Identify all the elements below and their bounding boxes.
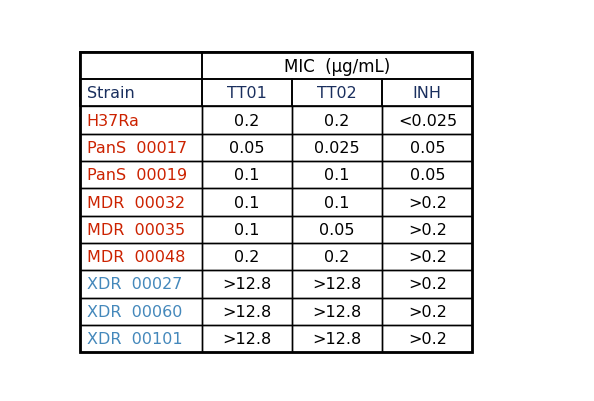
Text: <0.025: <0.025 bbox=[398, 113, 457, 128]
Bar bbox=[202, 134, 292, 162]
Text: 0.2: 0.2 bbox=[324, 249, 350, 264]
Bar bbox=[80, 53, 202, 80]
Text: 0.1: 0.1 bbox=[324, 168, 350, 183]
Bar bbox=[292, 243, 382, 271]
Text: 0.05: 0.05 bbox=[410, 168, 445, 183]
Bar bbox=[202, 298, 292, 325]
Bar bbox=[80, 162, 202, 189]
Bar bbox=[80, 216, 202, 243]
Text: >0.2: >0.2 bbox=[408, 249, 447, 264]
Text: PanS  00019: PanS 00019 bbox=[87, 168, 187, 183]
Text: TT02: TT02 bbox=[317, 86, 357, 101]
Text: >0.2: >0.2 bbox=[408, 331, 447, 346]
Bar bbox=[382, 243, 472, 271]
Text: >0.2: >0.2 bbox=[408, 195, 447, 210]
Text: 0.2: 0.2 bbox=[324, 113, 350, 128]
Bar bbox=[292, 271, 382, 298]
Text: 0.05: 0.05 bbox=[410, 141, 445, 156]
Bar bbox=[202, 271, 292, 298]
Bar bbox=[382, 162, 472, 189]
Bar bbox=[292, 325, 382, 352]
Bar bbox=[80, 298, 202, 325]
Text: TT01: TT01 bbox=[227, 86, 267, 101]
Text: 0.05: 0.05 bbox=[320, 222, 355, 237]
Text: XDR  00027: XDR 00027 bbox=[87, 277, 182, 292]
Bar bbox=[202, 53, 472, 80]
Bar bbox=[382, 271, 472, 298]
Text: Strain: Strain bbox=[87, 86, 134, 101]
Text: 0.2: 0.2 bbox=[234, 249, 260, 264]
Bar bbox=[202, 162, 292, 189]
Bar bbox=[292, 134, 382, 162]
Bar bbox=[80, 134, 202, 162]
Bar bbox=[80, 325, 202, 352]
Bar bbox=[382, 189, 472, 216]
Bar bbox=[80, 243, 202, 271]
Bar bbox=[80, 271, 202, 298]
Bar bbox=[80, 53, 472, 352]
Text: >12.8: >12.8 bbox=[312, 331, 362, 346]
Bar bbox=[292, 298, 382, 325]
Text: 0.1: 0.1 bbox=[324, 195, 350, 210]
Text: MDR  00048: MDR 00048 bbox=[87, 249, 185, 264]
Text: XDR  00060: XDR 00060 bbox=[87, 304, 182, 319]
Text: XDR  00101: XDR 00101 bbox=[87, 331, 182, 346]
Text: >12.8: >12.8 bbox=[312, 277, 362, 292]
Text: 0.025: 0.025 bbox=[314, 141, 360, 156]
Bar bbox=[80, 189, 202, 216]
Text: 0.05: 0.05 bbox=[229, 141, 265, 156]
Text: >12.8: >12.8 bbox=[222, 277, 271, 292]
Text: H37Ra: H37Ra bbox=[87, 113, 140, 128]
Bar bbox=[80, 107, 202, 134]
Bar bbox=[202, 80, 292, 107]
Bar bbox=[202, 216, 292, 243]
Text: MIC  (μg/mL): MIC (μg/mL) bbox=[284, 57, 390, 75]
Text: >12.8: >12.8 bbox=[222, 331, 271, 346]
Text: >0.2: >0.2 bbox=[408, 222, 447, 237]
Text: PanS  00017: PanS 00017 bbox=[87, 141, 187, 156]
Bar bbox=[202, 107, 292, 134]
Text: 0.1: 0.1 bbox=[234, 222, 260, 237]
Bar bbox=[382, 134, 472, 162]
Bar bbox=[202, 243, 292, 271]
Bar bbox=[292, 162, 382, 189]
Bar bbox=[382, 298, 472, 325]
Text: >12.8: >12.8 bbox=[222, 304, 271, 319]
Bar bbox=[382, 325, 472, 352]
Bar bbox=[292, 80, 382, 107]
Text: 0.1: 0.1 bbox=[234, 195, 260, 210]
Bar bbox=[292, 189, 382, 216]
Text: >0.2: >0.2 bbox=[408, 304, 447, 319]
Bar bbox=[382, 107, 472, 134]
Text: >0.2: >0.2 bbox=[408, 277, 447, 292]
Bar bbox=[202, 189, 292, 216]
Text: >12.8: >12.8 bbox=[312, 304, 362, 319]
Bar bbox=[292, 107, 382, 134]
Bar bbox=[382, 80, 472, 107]
Bar bbox=[292, 216, 382, 243]
Bar bbox=[382, 216, 472, 243]
Bar bbox=[80, 80, 202, 107]
Text: MDR  00035: MDR 00035 bbox=[87, 222, 185, 237]
Text: MDR  00032: MDR 00032 bbox=[87, 195, 185, 210]
Text: INH: INH bbox=[413, 86, 442, 101]
Text: 0.2: 0.2 bbox=[234, 113, 260, 128]
Bar bbox=[202, 325, 292, 352]
Text: 0.1: 0.1 bbox=[234, 168, 260, 183]
